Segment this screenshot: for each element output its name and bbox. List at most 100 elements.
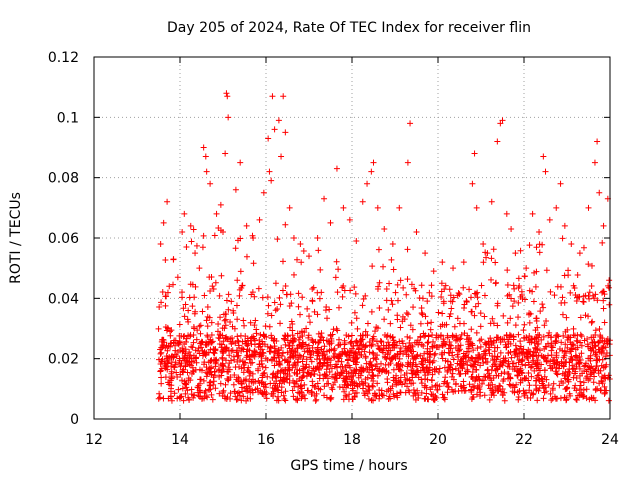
roti-point [386,280,393,287]
roti-point [199,367,206,374]
roti-point [324,362,331,369]
roti-point [231,388,238,395]
roti-point [239,282,246,289]
roti-point [442,341,449,348]
roti-point [599,337,606,344]
roti-point [204,394,211,401]
roti-point [471,384,478,391]
roti-point [581,367,588,374]
roti-point [477,362,484,369]
roti-point [421,384,428,391]
roti-point [171,363,178,370]
roti-point [193,242,200,249]
roti-point [389,241,396,248]
roti-point [559,370,566,377]
roti-point [195,389,202,396]
roti-point [380,349,387,356]
roti-point [184,359,191,366]
roti-point [373,361,380,368]
roti-point [216,292,223,299]
roti-point [208,357,215,364]
roti-point [340,283,347,290]
roti-point [397,344,404,351]
roti-point [207,379,214,386]
roti-point [482,347,489,354]
roti-point [256,351,263,358]
roti-point [599,380,606,387]
y-tick-label: 0 [70,412,79,428]
roti-point [431,365,438,372]
roti-point [458,358,465,365]
roti-point [539,241,546,248]
roti-point [268,391,275,398]
roti-point [318,330,325,337]
roti-point [494,300,501,307]
roti-point [534,341,541,348]
roti-point [229,347,236,354]
roti-point [296,342,303,349]
roti-point [273,397,280,404]
roti-point [199,347,206,354]
roti-point [218,272,225,279]
roti-point [473,204,480,211]
roti-point [185,307,192,314]
roti-point [455,367,462,374]
roti-point [208,391,215,398]
roti-point [410,392,417,399]
roti-point [272,280,279,287]
roti-point [295,383,302,390]
roti-point [439,259,446,266]
roti-point [593,353,600,360]
roti-point [322,373,329,380]
roti-point [497,339,504,346]
roti-point [181,352,188,359]
roti-point [362,376,369,383]
roti-point [330,353,337,360]
roti-point [585,313,592,320]
roti-point [189,303,196,310]
roti-point [354,383,361,390]
roti-point [507,375,514,382]
roti-point [217,314,224,321]
roti-point [238,365,245,372]
roti-point [468,395,475,402]
roti-point [424,320,431,327]
roti-point [515,331,522,338]
roti-point [277,377,284,384]
roti-point [191,310,198,317]
roti-point [348,349,355,356]
roti-point [358,336,365,343]
roti-point [601,372,608,379]
roti-point [492,259,499,266]
roti-point [359,385,366,392]
roti-point [218,344,225,351]
roti-point [482,373,489,380]
roti-point [601,291,608,298]
roti-point [278,389,285,396]
roti-point [394,312,401,319]
roti-point [314,347,321,354]
roti-point [558,339,565,346]
roti-point [289,320,296,327]
roti-point [347,339,354,346]
roti-point [227,395,234,402]
x-tick-label: 16 [257,432,275,448]
roti-point [389,383,396,390]
roti-point [206,382,213,389]
roti-point [352,390,359,397]
roti-point [378,368,385,375]
roti-point [348,378,355,385]
roti-point [275,352,282,359]
roti-point [299,339,306,346]
roti-point [219,392,226,399]
roti-point [420,343,427,349]
roti-point [162,302,169,309]
roti-point [516,368,522,375]
roti-point [364,390,371,397]
roti-point [217,362,224,369]
roti-point [461,304,468,311]
roti-point [541,355,548,362]
roti-point [200,232,207,239]
roti-point [162,362,169,369]
roti-point [560,332,567,339]
